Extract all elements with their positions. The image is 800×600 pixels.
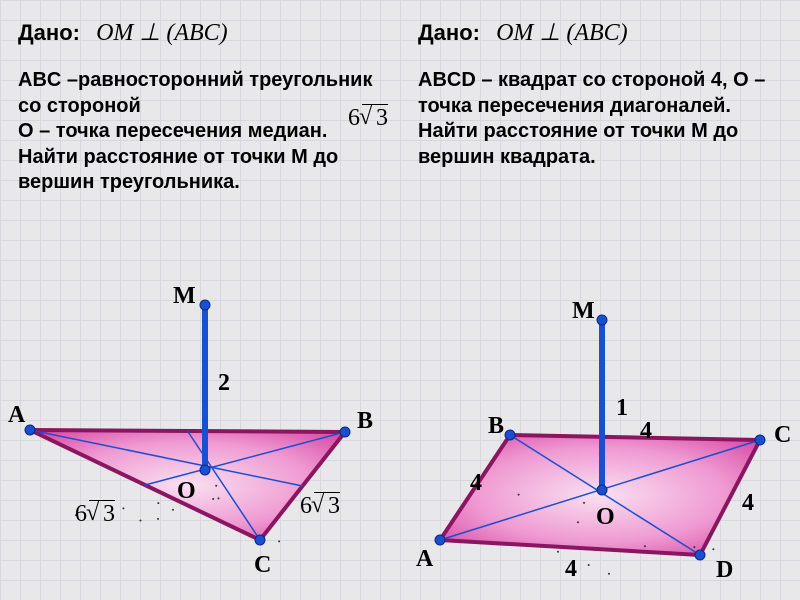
- right-side-0: 4: [470, 470, 482, 497]
- left-pt-B: B: [357, 408, 373, 435]
- right-om-value: 1: [616, 395, 628, 422]
- left-given-expr: OM ⊥ (ABC): [96, 20, 228, 46]
- left-side-1: 63: [300, 492, 340, 520]
- left-pt-M: M: [173, 283, 196, 310]
- right-side-3: 4: [565, 556, 577, 583]
- right-given: Дано: OM ⊥ (ABC): [418, 18, 628, 47]
- left-side-value: 63: [348, 104, 388, 132]
- left-om-value: 2: [218, 370, 230, 397]
- right-side-2: 4: [742, 490, 754, 517]
- left-pt-C: C: [254, 552, 271, 579]
- left-description: ABC –равносторонний треугольник со сторо…: [18, 68, 388, 196]
- right-pt-M: M: [572, 298, 595, 325]
- left-side-0: 63: [75, 500, 115, 528]
- left-given: Дано: OM ⊥ (ABC): [18, 18, 228, 47]
- left-given-label: Дано:: [18, 20, 80, 45]
- right-pt-O: O: [596, 504, 615, 531]
- right-description: ABCD – квадрат со стороной 4, O – точка …: [418, 68, 788, 170]
- right-pt-B: B: [488, 413, 504, 440]
- left-problem: Дано: OM ⊥ (ABC) ABC –равносторонний тре…: [0, 0, 400, 600]
- right-pt-C: C: [774, 422, 791, 449]
- right-side-1: 4: [640, 418, 652, 445]
- right-pt-D: D: [716, 557, 733, 584]
- left-pt-O: O: [177, 478, 196, 505]
- right-given-expr: OM ⊥ (ABC): [496, 20, 628, 46]
- right-pt-A: A: [416, 546, 433, 573]
- left-pt-A: A: [8, 402, 25, 429]
- right-given-label: Дано:: [418, 20, 480, 45]
